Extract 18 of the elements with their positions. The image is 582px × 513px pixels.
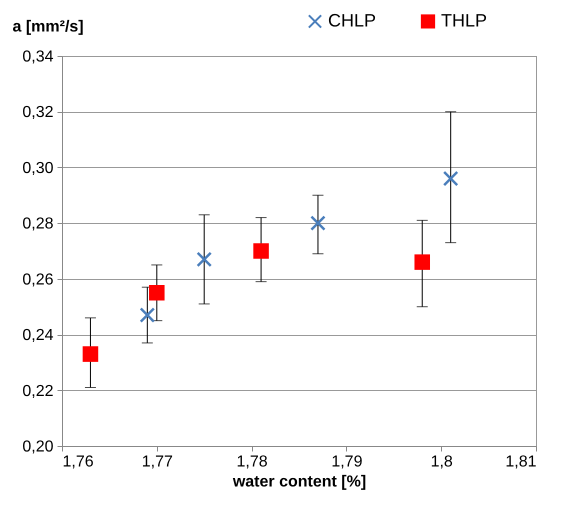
x-tick-label: 1,81 [505,454,537,470]
y-axis-title: a [mm²/s] [12,18,84,36]
x-tick-label: 1,76 [62,454,94,470]
y-tick-label: 0,34 [22,48,54,66]
x-tick-label: 1,78 [236,454,268,470]
y-tick-label: 0,24 [22,327,54,344]
x-tick-label: 1,8 [430,454,453,470]
x-axis-title: water content [%] [232,474,366,490]
legend-label: THLP [441,10,488,30]
y-tick-label: 0,30 [22,160,54,177]
y-tick-label: 0,32 [22,104,54,122]
x-tick-label: 1,79 [331,454,363,470]
y-tick-label: 0,28 [22,216,54,233]
y-tick-label: 0,22 [22,382,54,400]
x-tick-label: 1,77 [142,454,173,470]
y-tick-label: 0,20 [22,438,54,456]
y-tick-label: 0,26 [22,271,54,288]
legend-label: CHLP [328,10,376,30]
